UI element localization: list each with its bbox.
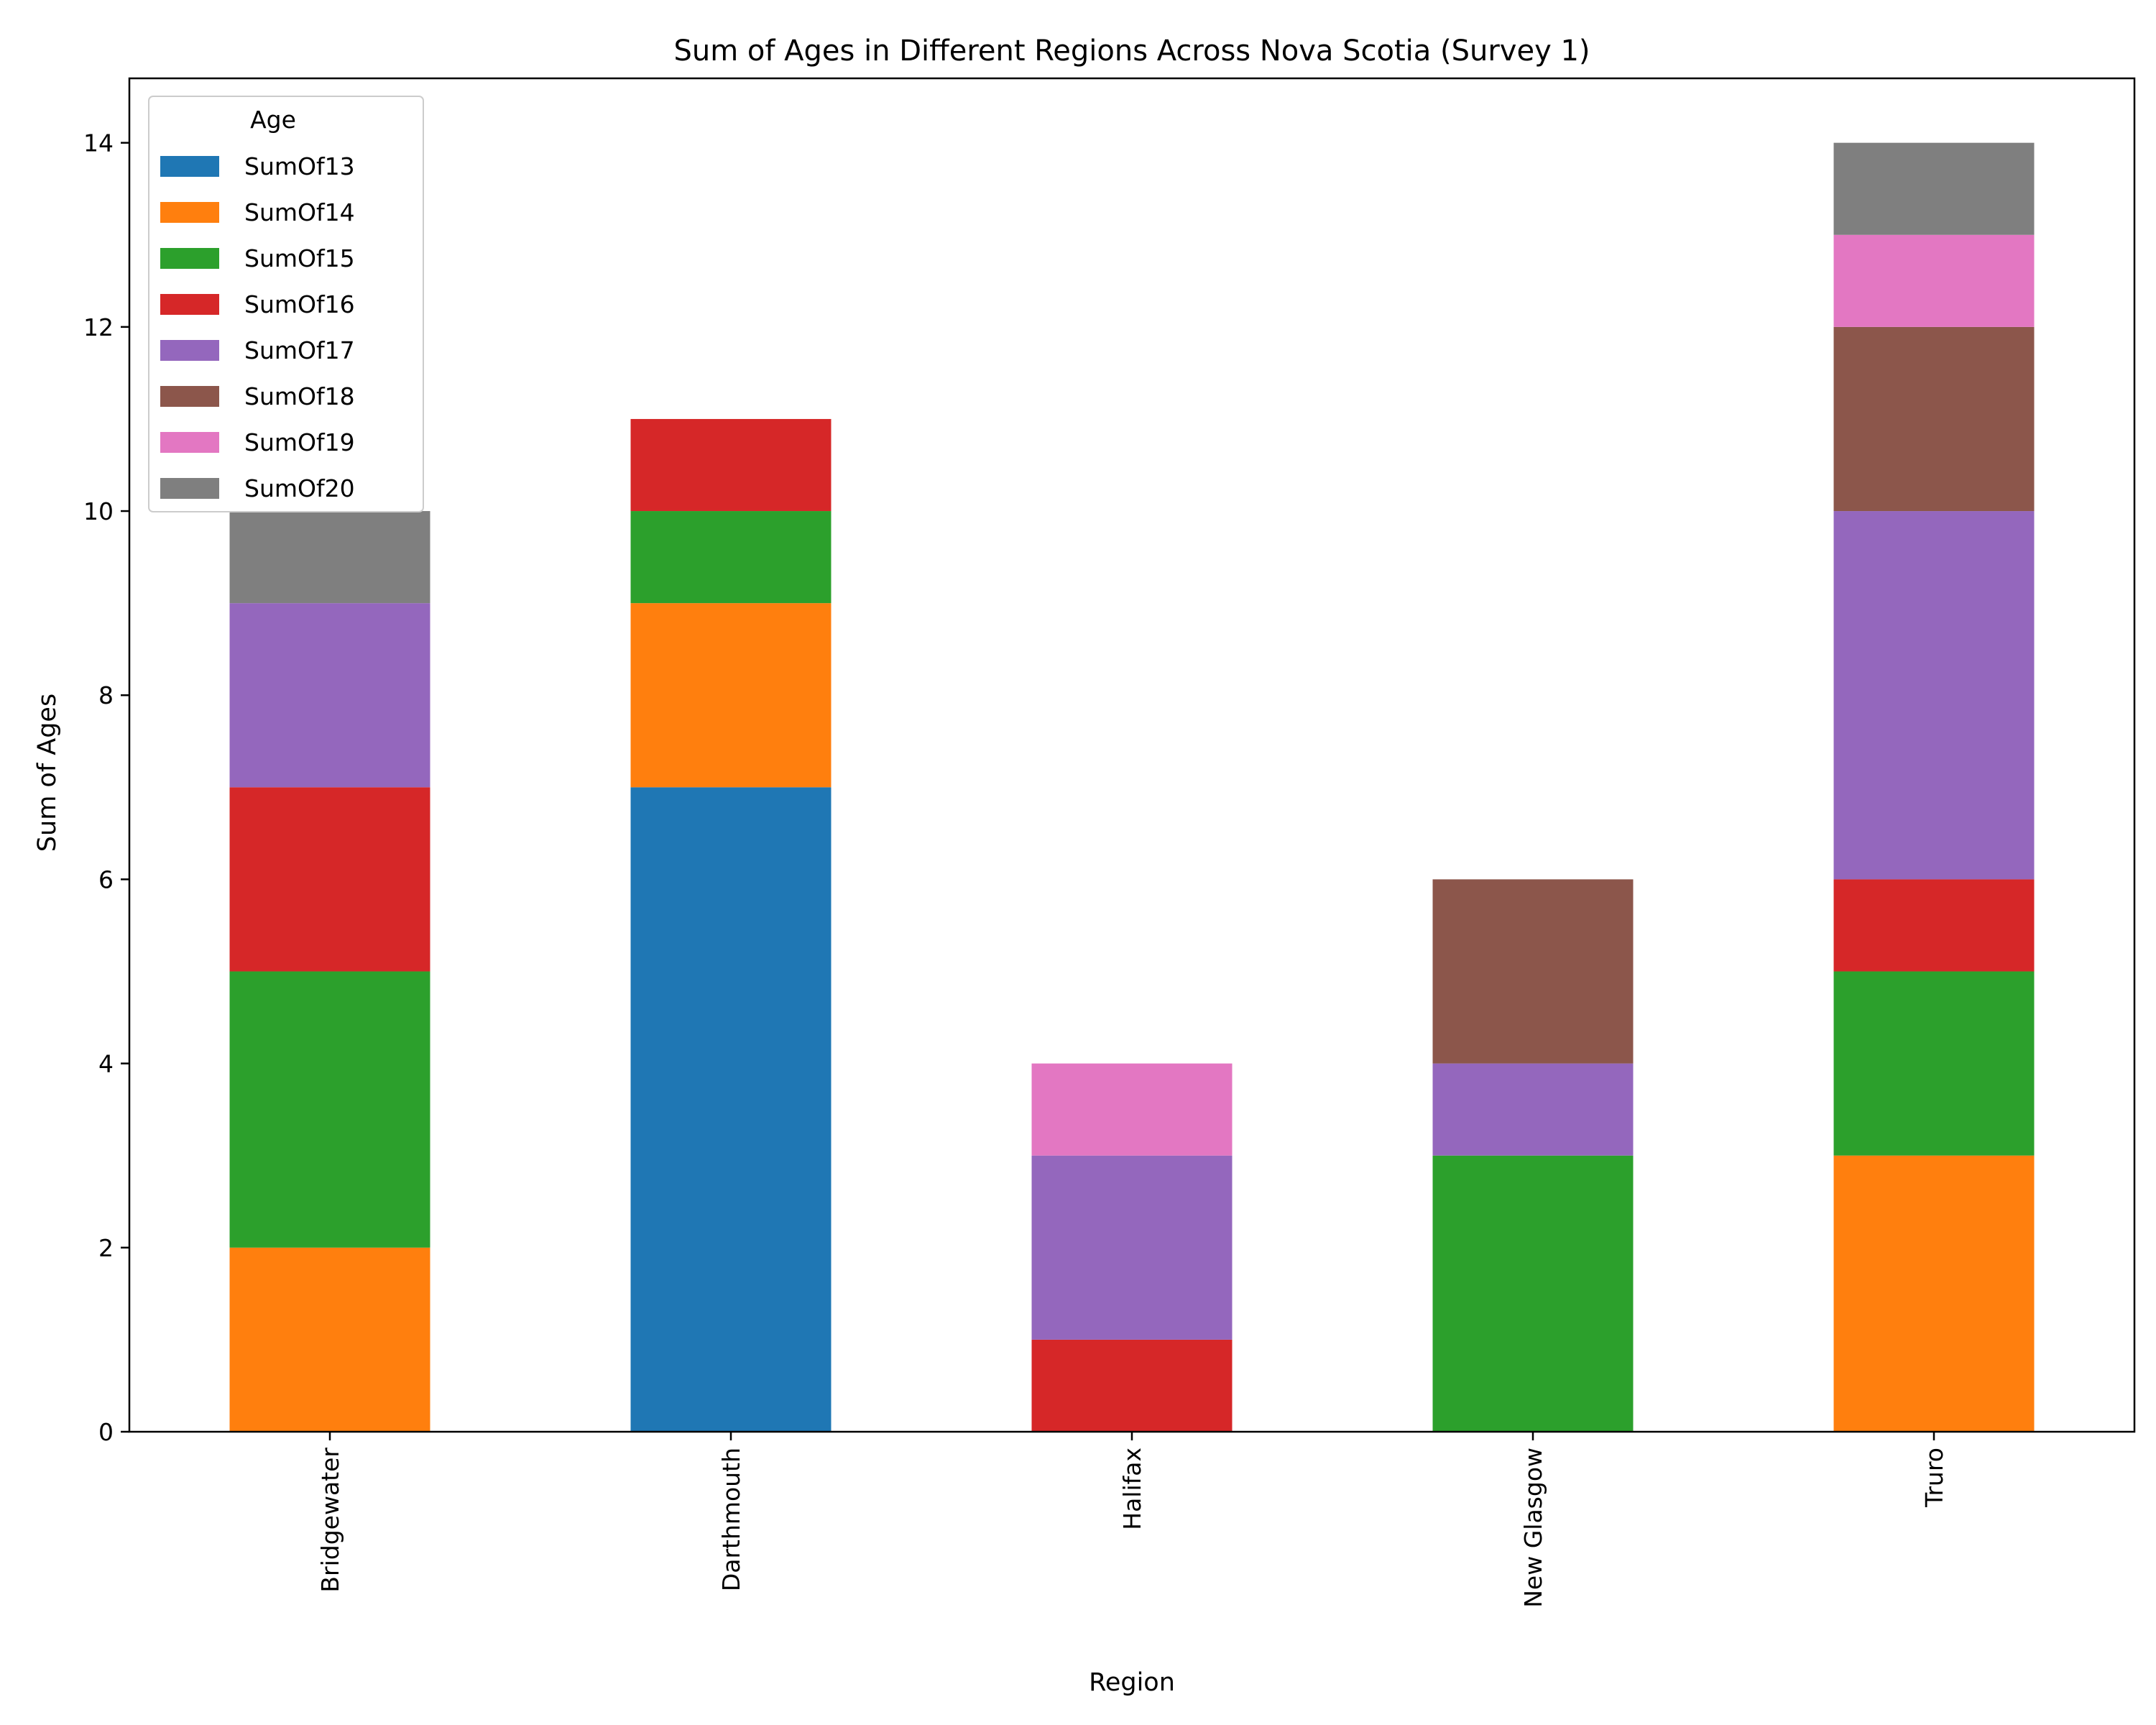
- legend-entries: SumOf13 SumOf14 SumOf15 SumOf16 SumOf17 SumOf…: [160, 152, 355, 502]
- plot-area-frame: [128, 77, 2136, 1433]
- y-tick-label: 6: [98, 865, 114, 893]
- bar-segment-truro-sumof20: [1833, 142, 2035, 235]
- bar-segment-bridgewater-sumof20: [229, 511, 430, 604]
- x-tick-label: Darthmouth: [717, 1448, 745, 1591]
- bar-segment-truro-sumof16: [1833, 879, 2035, 972]
- bar-segment-truro-sumof18: [1833, 326, 2035, 512]
- legend-swatch-sumof13: [160, 156, 219, 177]
- x-tick-label: New Glasgow: [1519, 1448, 1547, 1608]
- x-tick-label: Bridgewater: [316, 1448, 344, 1593]
- bar-segment-new-glasgow-sumof18: [1432, 879, 1634, 1064]
- y-tick-label: 14: [83, 129, 114, 157]
- bar-segment-bridgewater-sumof14: [229, 1247, 430, 1432]
- legend-label-sumof18: SumOf18: [244, 382, 355, 410]
- bars-group: [229, 142, 2035, 1432]
- bar-segment-truro-sumof19: [1833, 234, 2035, 327]
- chart-title: Sum of Ages in Different Regions Across …: [673, 34, 1590, 68]
- x-tick-label: Truro: [1920, 1448, 1948, 1508]
- legend-swatch-sumof20: [160, 478, 219, 499]
- legend-swatch-sumof18: [160, 386, 219, 407]
- y-tick-label: 10: [83, 497, 114, 525]
- bar-segment-darthmouth-sumof13: [630, 787, 831, 1432]
- bar-segment-truro-sumof15: [1833, 971, 2035, 1156]
- legend-label-sumof13: SumOf13: [244, 152, 355, 180]
- x-axis-label: Region: [1089, 1668, 1175, 1697]
- y-tick-label: 12: [83, 313, 114, 341]
- y-axis-label: Sum of Ages: [33, 694, 62, 852]
- legend-box: [148, 96, 424, 512]
- y-tick-label: 2: [98, 1234, 114, 1262]
- bar-segment-halifax-sumof16: [1031, 1339, 1233, 1432]
- legend: Age SumOf13SumOf14SumOf15SumOf16SumOf17S…: [148, 96, 424, 512]
- legend-label-sumof19: SumOf19: [244, 428, 355, 456]
- bar-segment-halifax-sumof19: [1031, 1063, 1233, 1156]
- legend-swatch-sumof16: [160, 294, 219, 315]
- x-tick-label: Halifax: [1118, 1448, 1146, 1530]
- legend-label-sumof17: SumOf17: [244, 336, 355, 364]
- bar-segment-bridgewater-sumof16: [229, 787, 430, 972]
- x-axis-ticks: Bridgewater Darthmouth Halifax New Glasgow T…: [316, 1432, 1948, 1608]
- bar-segment-darthmouth-sumof16: [630, 418, 831, 512]
- y-tick-label: 0: [98, 1418, 114, 1446]
- bar-segment-halifax-sumof17: [1031, 1155, 1233, 1340]
- legend-label-sumof20: SumOf20: [244, 474, 355, 502]
- bar-segment-bridgewater-sumof17: [229, 603, 430, 788]
- bar-segment-bridgewater-sumof15: [229, 971, 430, 1248]
- y-tick-label: 8: [98, 681, 114, 709]
- bar-segment-truro-sumof14: [1833, 1155, 2035, 1432]
- legend-swatch-sumof17: [160, 340, 219, 361]
- legend-label-sumof14: SumOf14: [244, 198, 355, 226]
- legend-label-sumof16: SumOf16: [244, 290, 355, 318]
- bar-segment-darthmouth-sumof15: [630, 511, 831, 604]
- y-axis-ticks: 0 2 4 6 8 10 12 14: [83, 129, 129, 1446]
- bar-segment-darthmouth-sumof14: [630, 603, 831, 788]
- y-tick-label: 4: [98, 1050, 114, 1078]
- legend-swatch-sumof19: [160, 432, 219, 453]
- legend-title: Age: [250, 106, 296, 134]
- legend-swatch-sumof14: [160, 202, 219, 223]
- legend-swatch-sumof15: [160, 248, 219, 269]
- bar-segment-truro-sumof17: [1833, 511, 2035, 880]
- bar-segment-new-glasgow-sumof17: [1432, 1063, 1634, 1156]
- bar-segment-new-glasgow-sumof15: [1432, 1155, 1634, 1432]
- legend-label-sumof15: SumOf15: [244, 244, 355, 272]
